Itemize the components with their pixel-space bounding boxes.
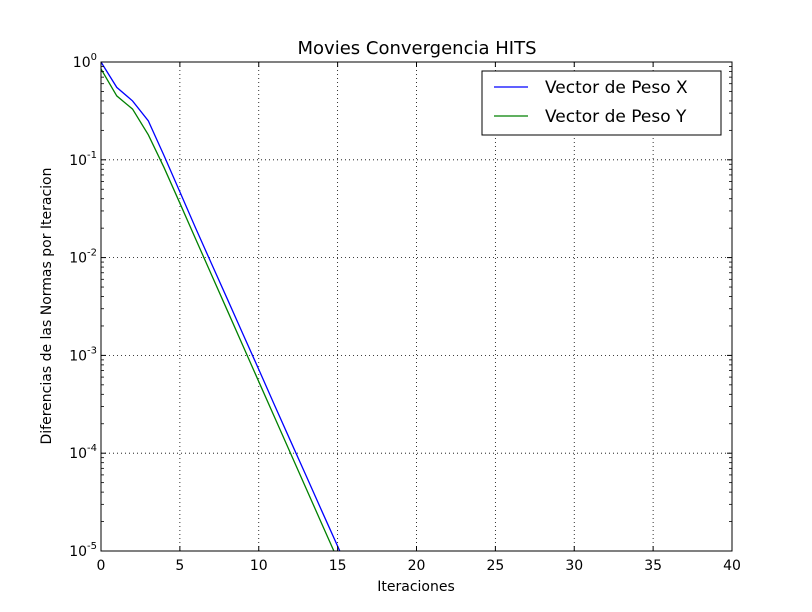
x-tick-label-8: 40: [723, 558, 741, 574]
legend-label-x: Vector de Peso X: [545, 78, 688, 98]
x-tick-label-7: 35: [644, 558, 662, 574]
x-tick-label-4: 20: [408, 558, 426, 574]
x-tick-label-0: 0: [97, 558, 106, 574]
y-tick-label-5: 10-5: [69, 541, 97, 560]
x-tick-label-1: 5: [175, 558, 184, 574]
legend-box: [481, 70, 722, 136]
x-tick-label-6: 30: [565, 558, 583, 574]
x-tick-labels: 0 5 10 15 20 25 30 35 40: [97, 558, 741, 574]
legend-label-y: Vector de Peso Y: [545, 107, 687, 127]
y-tick-label-2: 10-2: [69, 248, 97, 267]
y-tick-label-4: 10-4: [69, 443, 97, 462]
series-line-1: [101, 68, 335, 551]
x-axis-label: Iteraciones: [377, 579, 455, 595]
x-tick-label-3: 15: [329, 558, 347, 574]
series-lines: [101, 62, 341, 551]
grid: [101, 62, 732, 551]
y-tick-label-1: 10-1: [69, 150, 97, 169]
y-axis-label: Diferencias de las Normas por Iteracion: [39, 168, 55, 445]
plot-area: [101, 62, 341, 551]
series-line-0: [101, 62, 341, 551]
y-tick-labels: 100 10-1 10-2 10-3 10-4 10-5: [69, 52, 97, 560]
legend: Vector de Peso X Vector de Peso Y: [481, 70, 722, 136]
axis-ticks: [100, 61, 733, 552]
x-tick-label-5: 25: [486, 558, 504, 574]
y-tick-label-0: 100: [73, 52, 97, 71]
y-tick-label-3: 10-3: [69, 345, 97, 364]
chart-title: Movies Convergencia HITS: [298, 38, 537, 59]
x-tick-label-2: 10: [250, 558, 268, 574]
